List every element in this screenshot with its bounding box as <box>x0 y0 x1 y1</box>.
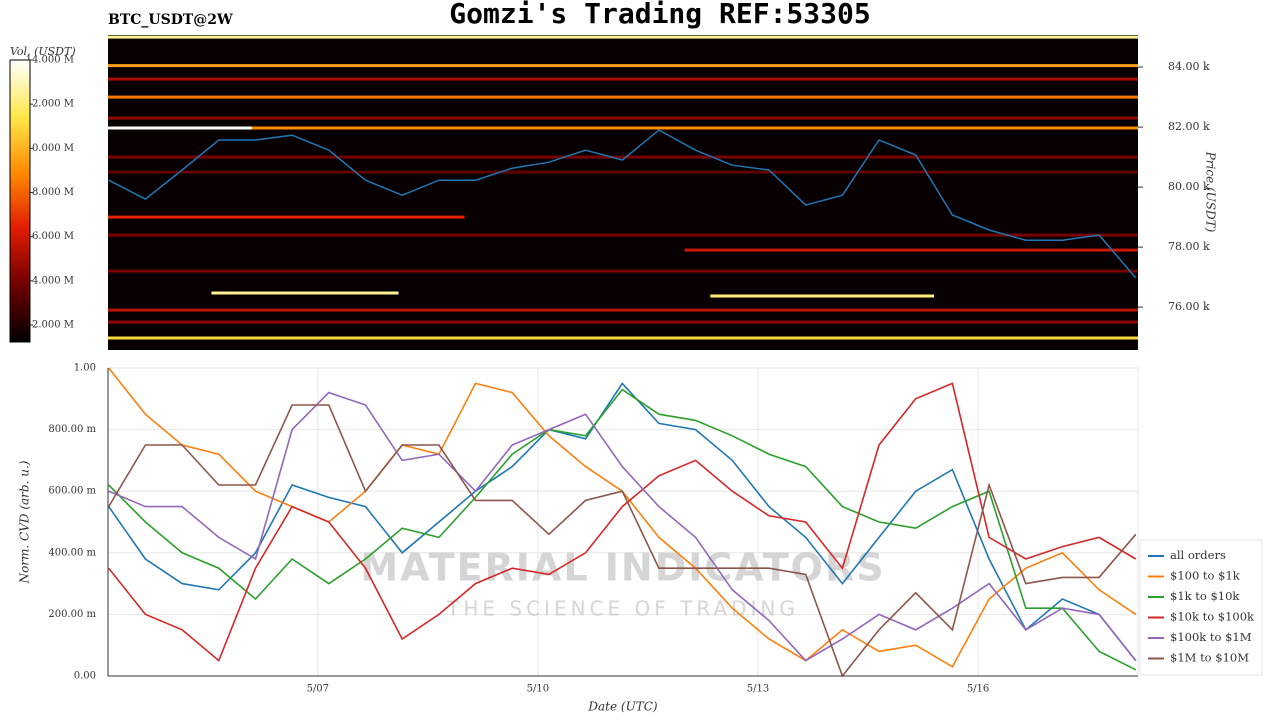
colorbar-tick-label: 6.000 M <box>32 231 74 242</box>
liquidity-level <box>108 116 1138 120</box>
liquidity-level <box>108 233 1138 237</box>
chart-title: BTC_USDT@2W <box>108 12 233 28</box>
liquidity-level <box>108 215 465 219</box>
x-tick-label: 5/07 <box>307 684 329 695</box>
y-tick-label: 400.00 m <box>48 547 96 558</box>
heatmap-background <box>108 35 1138 350</box>
y-tick-label: 600.00 m <box>48 486 96 497</box>
y-tick-label: 84.00 k <box>1168 60 1210 73</box>
liquidity-level <box>108 320 1138 324</box>
y-tick-label: 0.00 <box>74 671 96 682</box>
colorbar-label: Vol. (USDT) <box>10 45 76 58</box>
liquidity-level <box>108 95 1138 99</box>
colorbar-tick-label: 2.000 M <box>32 319 74 330</box>
liquidity-level <box>108 308 1138 312</box>
legend-label: $1k to $10k <box>1170 589 1240 603</box>
y-tick-label: 800.00 m <box>48 424 96 435</box>
x-axis-label: Date (UTC) <box>587 700 657 714</box>
liquidity-level <box>108 64 1138 68</box>
y-axis-label: Price (USDT) <box>1204 151 1218 233</box>
colorbar-tick-label: 4.000 M <box>32 275 74 286</box>
y-tick-label: 76.00 k <box>1168 300 1210 313</box>
legend-label: $100 to $1k <box>1170 569 1241 583</box>
liquidity-level <box>108 336 1138 340</box>
x-tick-label: 5/16 <box>967 684 989 695</box>
colorbar-tick-label: 12.000 M <box>26 99 74 110</box>
y-tick-label: 80.00 k <box>1168 180 1210 193</box>
liquidity-level <box>108 126 1138 130</box>
page-title: Gomzi's Trading REF:53305 <box>449 0 870 30</box>
price-line <box>108 129 1137 279</box>
y-tick-label: 200.00 m <box>48 609 96 620</box>
x-tick-label: 5/10 <box>527 684 549 695</box>
liquidity-level <box>108 126 252 130</box>
legend-label: $1M to $10M <box>1170 651 1249 665</box>
liquidity-level <box>108 77 1138 81</box>
liquidity-level <box>710 294 935 298</box>
plot-area <box>107 367 1139 677</box>
series-line <box>108 382 1137 662</box>
y-tick-label: 78.00 k <box>1168 240 1210 253</box>
liquidity-level <box>108 170 1138 174</box>
liquidity-level <box>684 248 1138 252</box>
series-line <box>108 404 1137 678</box>
colorbar-tick-label: 14.000 M <box>26 55 74 66</box>
y-tick-label: 1.00 <box>74 363 96 374</box>
liquidity-level <box>211 291 399 295</box>
legend-box <box>1139 539 1263 676</box>
liquidity-level <box>108 35 1138 39</box>
y-axis-label: Norm. CVD (arb. u.) <box>18 460 32 584</box>
watermark: MATERIAL INDICATORS <box>360 546 885 590</box>
series-line <box>108 391 1137 662</box>
series-line <box>108 382 1137 662</box>
legend-label: $100k to $1M <box>1170 630 1252 644</box>
liquidity-level <box>108 269 1138 273</box>
y-tick-label: 82.00 k <box>1168 120 1210 133</box>
legend-label: all orders <box>1170 548 1226 562</box>
x-tick-label: 5/13 <box>747 684 769 695</box>
colorbar <box>9 59 31 343</box>
colorbar-tick-label: 8.000 M <box>32 187 74 198</box>
legend-label: $10k to $100k <box>1170 610 1255 624</box>
series-line <box>108 388 1137 671</box>
liquidity-level <box>108 155 1138 159</box>
watermark: THE SCIENCE OF TRADING <box>446 597 799 621</box>
colorbar-tick-label: 10.000 M <box>26 143 74 154</box>
